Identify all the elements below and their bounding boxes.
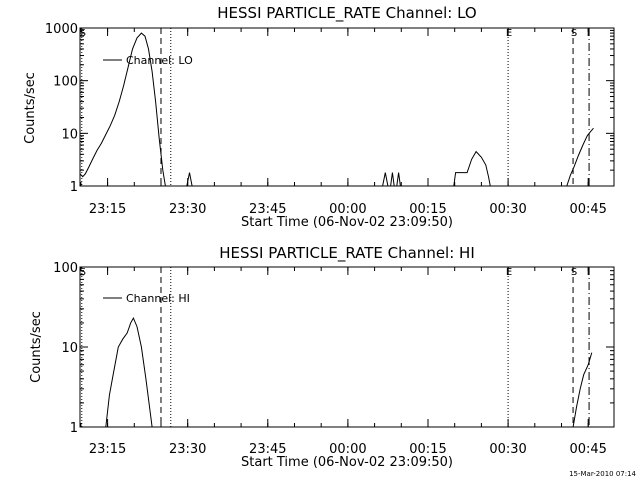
x-tick-label: 00:15	[409, 202, 446, 217]
x-tick-label: 00:45	[569, 442, 606, 457]
x-tick-label: 00:15	[409, 442, 446, 457]
y-tick-label: 100	[53, 75, 78, 90]
x-tick-label: 23:30	[169, 442, 206, 457]
y-tick-label: 1	[70, 421, 78, 436]
y-tick-label: 100	[53, 261, 78, 276]
panel-lo: HESSI PARTICLE_RATE Channel: LO Counts/s…	[23, 4, 615, 230]
series-segment	[453, 150, 491, 187]
chart-title: HESSI PARTICLE_RATE Channel: LO	[217, 4, 476, 23]
marker-label: S	[571, 28, 577, 39]
y-tick-label: 1	[70, 180, 78, 195]
y-axis-label: Counts/sec	[29, 311, 44, 383]
series-segment	[382, 172, 389, 187]
y-tick-label: 10	[61, 127, 78, 142]
x-tick-label: 23:15	[89, 202, 126, 217]
x-axis-label: Start Time (06-Nov-02 23:09:50)	[241, 455, 453, 470]
y-tick-label: 10	[61, 341, 78, 356]
x-tick-label: 23:45	[249, 442, 286, 457]
x-tick-label: 23:45	[249, 202, 286, 217]
series-segment	[105, 316, 153, 428]
series-segment	[572, 352, 593, 428]
x-tick-label: 00:00	[329, 442, 366, 457]
series-channel-lo	[79, 32, 594, 187]
footer-timestamp: 15-Mar-2010 07:14	[569, 470, 636, 478]
panel-hi: HESSI PARTICLE_RATE Channel: HI Counts/s…	[29, 244, 615, 470]
marker-label: S	[80, 267, 86, 278]
marker-label: E	[506, 267, 512, 278]
x-tick-label: 00:45	[569, 202, 606, 217]
x-ticks: 23:15 23:30 23:45 00:00 00:15 00:30 00:45	[80, 28, 607, 217]
series-channel-hi	[105, 316, 593, 428]
marker-label: S	[571, 267, 577, 278]
series-segment	[396, 172, 401, 187]
x-tick-label: 23:15	[89, 442, 126, 457]
y-tick-label: 1000	[45, 22, 78, 37]
plot-frame	[79, 266, 615, 428]
x-tick-label: 00:00	[329, 202, 366, 217]
legend-label: Channel: LO	[126, 54, 193, 67]
series-segment	[79, 32, 166, 187]
plot-frame	[79, 27, 615, 187]
x-tick-label: 23:30	[169, 202, 206, 217]
series-segment	[566, 127, 594, 187]
chart-title: HESSI PARTICLE_RATE Channel: HI	[219, 244, 475, 263]
y-axis-label: Counts/sec	[23, 72, 38, 144]
x-ticks: 23:15 23:30 23:45 00:00 00:15 00:30 00:45	[80, 267, 607, 457]
y-ticks: 1 10 100	[53, 261, 614, 436]
y-ticks: 1 10 100 1000	[45, 22, 614, 195]
x-tick-label: 00:30	[489, 202, 526, 217]
x-axis-label: Start Time (06-Nov-02 23:09:50)	[241, 215, 453, 230]
series-segment	[186, 172, 193, 187]
series-segment	[390, 172, 395, 187]
legend-label: Channel: HI	[126, 292, 190, 305]
marker-label: E	[506, 28, 512, 39]
marker-label: S	[80, 28, 86, 39]
x-tick-label: 00:30	[489, 442, 526, 457]
